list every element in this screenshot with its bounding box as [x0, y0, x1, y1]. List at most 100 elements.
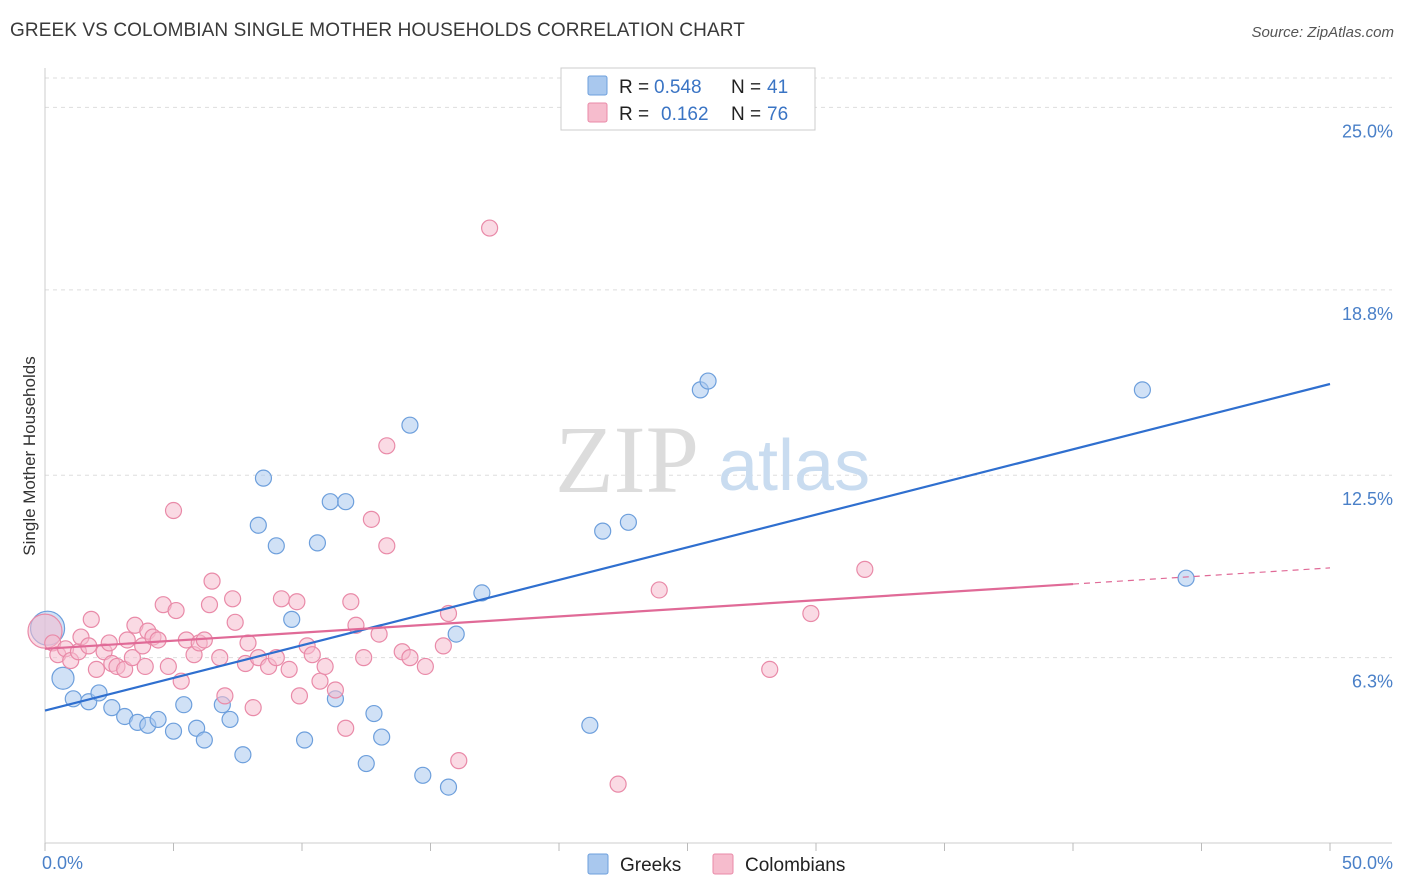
bottom-legend-label-colombians: Colombians	[745, 855, 845, 876]
y-tick-labels: 6.3% 12.5% 18.8% 25.0%	[1342, 121, 1393, 691]
greeks-point-11	[175, 696, 193, 714]
axes	[44, 68, 1392, 851]
bottom-legend-swatch-colombians	[712, 853, 734, 875]
greeks-point-19	[267, 537, 285, 555]
colombians-point-25	[164, 501, 183, 520]
bottom-legend-label-greeks: Greeks	[620, 855, 681, 876]
series-colombians-points	[27, 219, 874, 793]
greeks-point-16	[234, 746, 252, 764]
legend-n-label-colombians: N =	[731, 104, 761, 125]
greeks-point-13	[195, 731, 213, 749]
colombians-point-51	[316, 657, 334, 676]
colombians-point-34	[211, 649, 229, 667]
colombians-point-19	[136, 657, 154, 676]
greeks-point-1	[51, 666, 75, 690]
colombians-point-22	[149, 631, 167, 649]
trend-line-greeks	[44, 382, 1331, 712]
trend-line-colombians	[44, 582, 1074, 650]
greeks-point-40	[1177, 569, 1195, 587]
greeks-point-18	[254, 469, 273, 487]
colombians-point-46	[288, 593, 306, 611]
greeks-point-15	[221, 710, 239, 729]
greeks-point-39	[1133, 381, 1151, 399]
colombians-point-59	[378, 437, 396, 455]
bottom-legend-swatch-greeks	[587, 853, 609, 875]
trend-line-colombians-extension	[1072, 567, 1331, 585]
colombians-point-69	[650, 581, 668, 599]
colombians-point-24	[159, 657, 177, 676]
y-tick-label-1: 12.5%	[1342, 489, 1393, 509]
colombians-point-32	[200, 596, 219, 614]
legend-r-value-greeks: 0.548	[654, 77, 702, 98]
colombians-point-67	[481, 219, 499, 237]
colombians-point-35	[216, 687, 234, 705]
greeks-point-38	[699, 372, 717, 390]
colombians-point-16	[123, 649, 141, 667]
greeks-point-27	[365, 704, 383, 723]
colombians-point-33	[203, 572, 221, 590]
colombians-point-71	[802, 604, 820, 623]
y-axis-label: Single Mother Households	[20, 356, 39, 555]
colombians-point-40	[244, 699, 262, 717]
colombians-point-62	[401, 649, 419, 667]
greeks-point-23	[321, 493, 339, 511]
colombians-point-57	[362, 510, 380, 528]
greeks-point-35	[594, 522, 612, 540]
legend-swatch-greeks	[587, 75, 608, 96]
greeks-point-31	[439, 778, 458, 796]
colombians-point-44	[272, 590, 291, 608]
colombians-point-52	[326, 681, 345, 699]
legend-n-value-colombians: 76	[767, 104, 788, 125]
colombians-point-49	[303, 646, 321, 664]
colombians-point-15	[118, 631, 136, 649]
greeks-point-22	[308, 534, 327, 552]
greeks-point-34	[581, 716, 599, 734]
greeks-point-25	[337, 493, 355, 511]
colombians-point-37	[226, 613, 244, 631]
bottom-legend: Greeks Colombians	[587, 853, 845, 876]
colombians-point-26	[167, 601, 185, 620]
greeks-point-29	[401, 416, 419, 434]
colombians-point-68	[609, 775, 627, 793]
trend-lines	[44, 382, 1331, 712]
greeks-point-36	[619, 513, 637, 531]
greeks-point-26	[357, 754, 375, 773]
colombians-point-64	[434, 637, 452, 655]
chart-title: GREEK VS COLOMBIAN SINGLE MOTHER HOUSEHO…	[10, 20, 745, 41]
watermark-atlas: atlas	[718, 426, 870, 506]
legend-r-label-greeks: R =	[619, 77, 649, 98]
greeks-point-20	[283, 610, 301, 628]
colombians-point-56	[355, 649, 373, 667]
greeks-point-33	[473, 584, 491, 602]
colombians-point-54	[342, 593, 360, 611]
watermark-zip: ZIP	[555, 406, 699, 513]
colombians-point-60	[378, 537, 396, 555]
colombians-point-66	[450, 752, 468, 770]
greeks-point-5	[103, 699, 121, 717]
greeks-point-17	[249, 516, 267, 534]
colombians-point-9	[87, 660, 106, 679]
colombians-point-8	[82, 610, 100, 628]
greeks-point-28	[373, 728, 391, 746]
colombians-point-50	[311, 672, 329, 690]
greeks-point-10	[164, 722, 183, 740]
colombians-point-47	[290, 687, 309, 705]
y-tick-label-3: 25.0%	[1342, 121, 1393, 141]
greeks-point-9	[149, 710, 167, 729]
y-tick-label-2: 18.8%	[1342, 304, 1393, 324]
y-tick-label-0: 6.3%	[1352, 672, 1393, 692]
colombians-point-70	[761, 660, 779, 679]
greeks-point-32	[447, 625, 465, 643]
colombians-point-36	[224, 590, 242, 608]
legend-r-label-colombians: R =	[619, 104, 649, 125]
legend-box: R = 0.548 N = 41 R = 0.162 N = 76	[560, 67, 816, 131]
colombians-point-53	[337, 719, 355, 737]
legend-swatch-colombians	[587, 102, 608, 123]
x-tick-label-max: 50.0%	[1342, 853, 1393, 873]
x-tick-label-min: 0.0%	[42, 853, 83, 873]
greeks-point-21	[295, 731, 314, 749]
greeks-point-30	[414, 766, 432, 784]
legend-n-value-greeks: 41	[767, 77, 788, 98]
source-label: Source: ZipAtlas.com	[1251, 24, 1394, 41]
colombians-point-11	[100, 634, 118, 652]
